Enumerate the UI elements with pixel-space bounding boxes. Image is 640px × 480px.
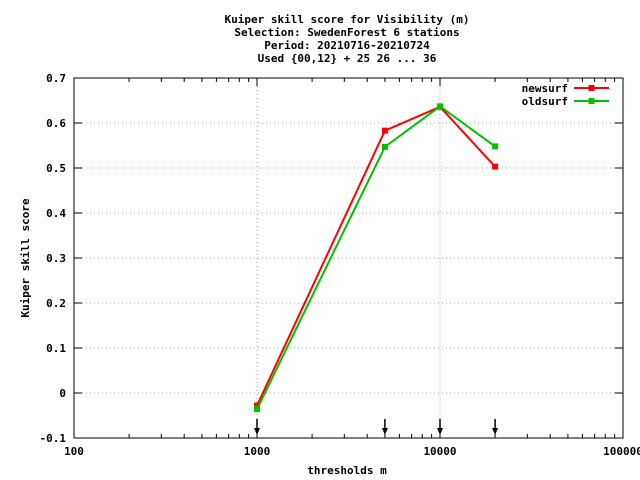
- y-tick-label: 0.6: [46, 117, 66, 130]
- y-tick-label: 0.5: [46, 162, 66, 175]
- y-tick-label: 0.4: [46, 207, 66, 220]
- arrow-head: [254, 428, 260, 435]
- arrow-marker: [381, 419, 388, 435]
- series-line-newsurf: [256, 105, 496, 407]
- title-line-4: Used {00,12} + 25 26 ... 36: [258, 52, 437, 65]
- x-tick-label: 10000: [423, 445, 456, 458]
- arrow-head: [381, 428, 388, 435]
- legend-marker-oldsurf: [588, 98, 595, 104]
- threshold-arrow-markers: [254, 419, 499, 435]
- series-line-oldsurf: [256, 105, 496, 410]
- data-point-oldsurf: [381, 143, 388, 150]
- data-point-oldsurf: [254, 406, 260, 413]
- y-axis-label: Kuiper skill score: [19, 198, 32, 318]
- axis-ticks: [73, 77, 624, 439]
- x-axis-tick-labels: 100 1000 10000 100000: [64, 445, 640, 458]
- arrow-marker: [254, 419, 260, 435]
- title-line-2: Selection: SwedenForest 6 stations: [234, 26, 459, 39]
- x-tick-label: 1000: [244, 445, 271, 458]
- y-tick-label: 0.2: [46, 297, 66, 310]
- chart-title: Kuiper skill score for Visibility (m)Sel…: [224, 13, 469, 65]
- title-line-3: Period: 20210716-20210724: [264, 39, 430, 52]
- data-point-oldsurf: [437, 103, 443, 110]
- arrow-marker: [437, 419, 443, 435]
- y-tick-label: 0: [59, 387, 66, 400]
- arrow-marker: [492, 419, 499, 435]
- plot-area-frame: [73, 77, 624, 439]
- y-tick-label: -0.1: [40, 432, 67, 445]
- data-point-newsurf: [254, 402, 260, 409]
- legend-label-newsurf: newsurf: [522, 82, 568, 95]
- x-tick-label: 100000: [603, 445, 640, 458]
- x-axis-label: thresholds m: [307, 464, 387, 477]
- arrow-head: [437, 428, 443, 435]
- y-tick-label: 0.3: [46, 252, 66, 265]
- arrow-head: [492, 428, 499, 435]
- y-tick-label: 0.7: [46, 72, 66, 85]
- title-line-1: Kuiper skill score for Visibility (m): [224, 13, 469, 26]
- legend-marker-newsurf: [588, 85, 595, 91]
- data-point-oldsurf: [492, 143, 499, 150]
- data-point-newsurf: [381, 127, 388, 134]
- grid-lines: [74, 78, 623, 438]
- y-tick-label: 0.1: [46, 342, 66, 355]
- x-tick-label: 100: [64, 445, 84, 458]
- data-point-newsurf: [492, 163, 499, 170]
- legend-label-oldsurf: oldsurf: [522, 95, 568, 108]
- data-series: [254, 103, 499, 413]
- y-axis-tick-labels: -0.1 0 0.1 0.2 0.3 0.4 0.5 0.6 0.7: [40, 72, 67, 445]
